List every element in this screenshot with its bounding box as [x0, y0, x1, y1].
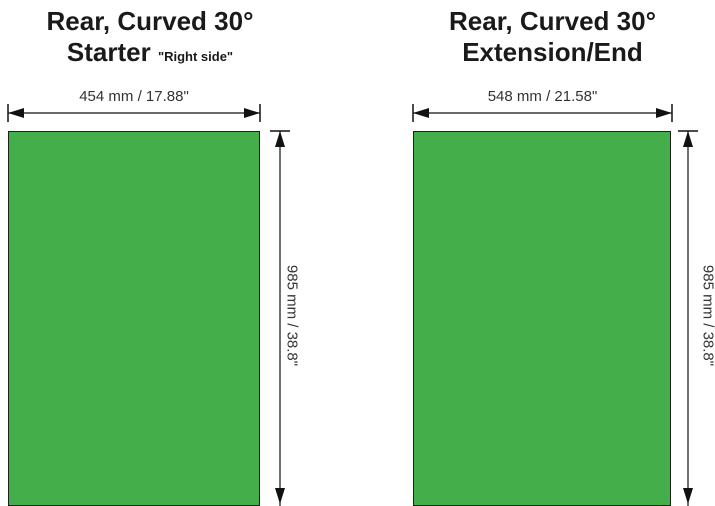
width-arrow-left	[413, 108, 429, 118]
title-note: "Right side"	[157, 49, 234, 64]
panel-rectangle	[413, 131, 671, 506]
height-arrow-bottom	[275, 488, 285, 504]
panel-title: Rear, Curved 30° Starter "Right side"	[0, 6, 300, 72]
height-arrow-top	[683, 131, 693, 147]
width-arrow-left	[8, 108, 24, 118]
title-line-2: Extension/End	[462, 37, 643, 67]
title-line-1: Rear, Curved 30°	[46, 6, 254, 36]
height-label: 985 mm / 38.8"	[699, 264, 715, 367]
height-arrow-top	[275, 131, 285, 147]
title-line-1: Rear, Curved 30°	[449, 6, 656, 36]
dimension-lines	[412, 104, 698, 506]
title-line-2: Starter	[66, 37, 151, 67]
panel-title: Rear, Curved 30° Extension/End	[390, 6, 715, 68]
panel-starter: Rear, Curved 30° Starter "Right side" 45…	[0, 0, 301, 506]
width-arrow-right	[244, 108, 260, 118]
width-label: 454 mm / 17.88"	[79, 88, 189, 105]
height-label: 985 mm / 38.8"	[283, 264, 301, 367]
panel-rectangle	[8, 131, 260, 506]
width-arrow-right	[656, 108, 672, 118]
height-arrow-bottom	[683, 488, 693, 504]
width-label: 548 mm / 21.58"	[487, 88, 598, 105]
panel-extension: Rear, Curved 30° Extension/End 548 mm / …	[390, 0, 715, 506]
dimension-lines	[7, 104, 290, 506]
